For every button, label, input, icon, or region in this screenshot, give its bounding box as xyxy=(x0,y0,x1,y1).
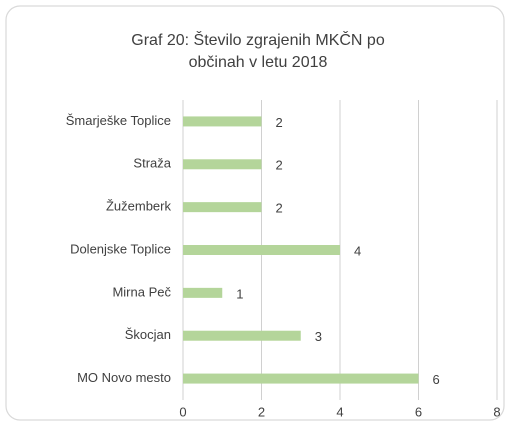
data-label: 2 xyxy=(276,201,283,216)
x-tick-label: 0 xyxy=(179,404,186,419)
chart-title: Graf 20: Število zgrajenih MKČN po občin… xyxy=(131,32,385,71)
data-label: 2 xyxy=(276,115,283,130)
bar xyxy=(183,373,419,384)
data-label: 6 xyxy=(433,372,440,387)
bar xyxy=(183,116,262,127)
chart-border xyxy=(5,5,505,421)
x-tick-label: 2 xyxy=(258,404,265,419)
bar xyxy=(183,245,340,255)
data-label: 1 xyxy=(236,286,243,301)
data-label: 3 xyxy=(315,329,322,344)
data-label: 4 xyxy=(354,243,361,258)
y-tick-label: Šmarješke Toplice xyxy=(66,113,171,128)
y-tick-label: Straža xyxy=(133,156,171,171)
y-tick-label: Škocjan xyxy=(125,327,171,342)
y-tick-label: MO Novo mesto xyxy=(77,370,171,385)
x-tick-label: 8 xyxy=(493,404,500,419)
y-tick-label: Žužemberk xyxy=(106,199,172,214)
x-tick-label: 4 xyxy=(336,404,343,419)
bar xyxy=(183,330,301,341)
y-tick-label: Mirna Peč xyxy=(112,284,171,299)
data-label: 2 xyxy=(276,158,283,173)
x-tick-label: 6 xyxy=(415,404,422,419)
bar xyxy=(183,202,262,213)
bar xyxy=(183,159,262,170)
y-tick-label: Dolenjske Toplice xyxy=(70,241,171,256)
bar xyxy=(183,287,223,298)
